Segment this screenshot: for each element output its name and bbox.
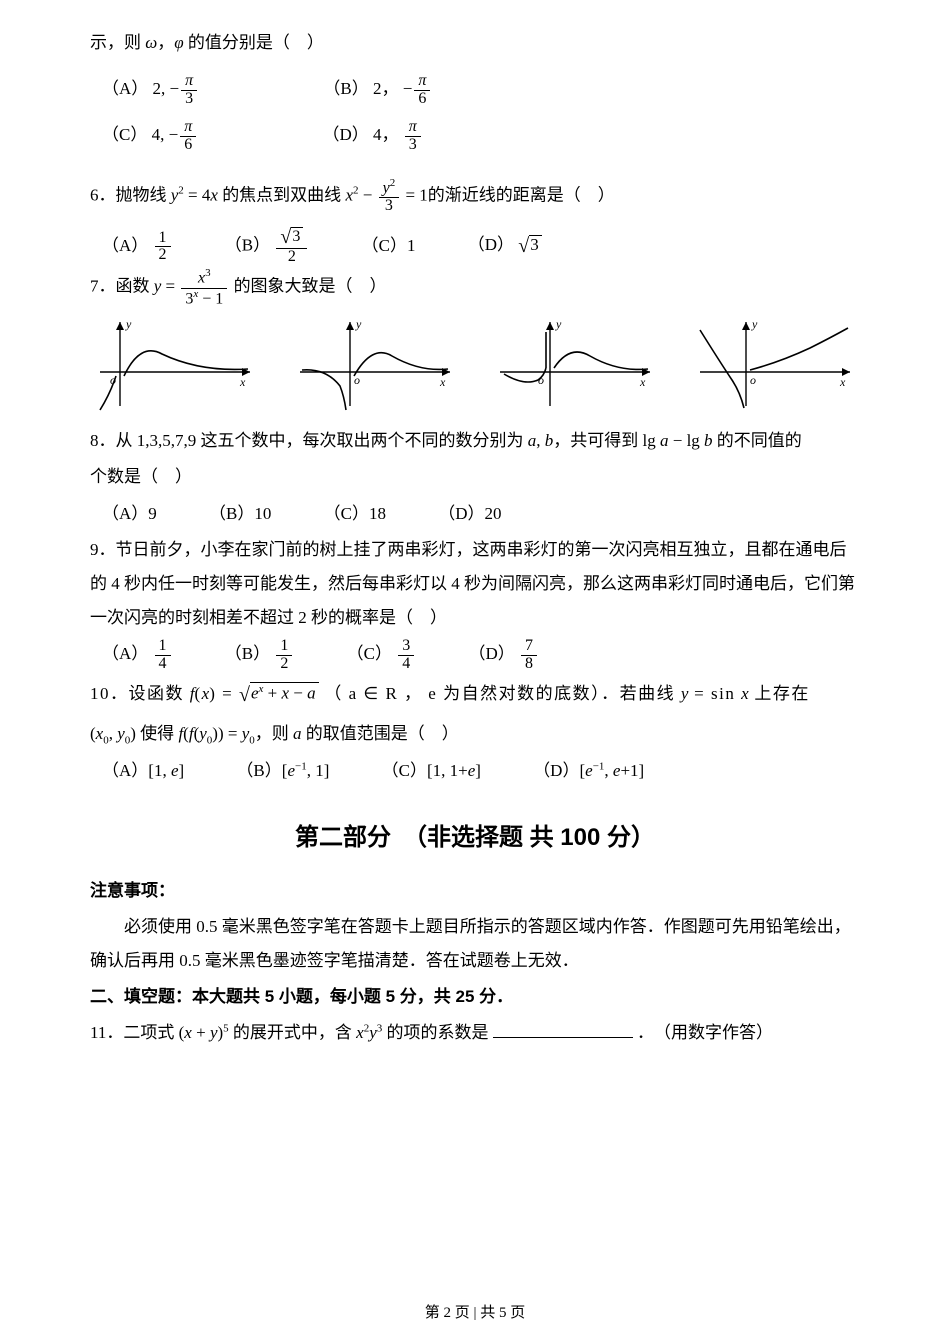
q10-prefix: 10．设函数 [90,684,184,703]
q10-opt-a: （A）[1, e] [102,754,184,788]
q5-options-row2: （C） 4, −π6 （D） 4， π3 [102,118,860,154]
q6-suffix: 的渐近线的距离是（ ） [428,185,615,204]
q8-options: （A）9 （B）10 （C）18 （D）20 [102,496,860,531]
svg-text:x: x [239,375,246,389]
q11-suf2: ． （用数字作答） [637,1023,773,1042]
notice-heading: 注意事项： [90,874,860,908]
q10-stem-l2: (x0, y0) 使得 f(f(y0)) = y0，则 a 的取值范围是（ ） [90,717,860,751]
q5-stem-cont: 示，则 ω，φ 的值分别是（ ） [90,26,860,60]
q9-opt-a: （A） 14 [102,637,173,672]
page-footer: 第 2 页 | 共 5 页 [0,1301,950,1322]
q7-prefix: 7．函数 [90,277,150,296]
svg-text:y: y [355,317,362,331]
svg-text:y: y [125,317,132,331]
q6-opt-b: （B） √32 [225,227,310,266]
q11-stem: 11．二项式 (x + y)5 的展开式中，含 x2y3 的项的系数是 ． （用… [90,1016,860,1050]
svg-text:o: o [750,373,756,387]
q7-graphs: o y x y o x y o [90,314,860,414]
notice-body: 必须使用 0.5 毫米黑色签字笔在答题卡上题目所指示的答题区域内作答．作图题可先… [90,910,860,978]
q10-stem-l1: 10．设函数 f(x) = √ex + x − a （ a ∈ R ， e 为自… [90,675,860,715]
part2-title: 第二部分 （非选择题 共 100 分） [90,814,860,862]
q7-graph-d: y o x [690,314,860,414]
q9-opt-b: （B） 12 [225,637,295,672]
q9-stem: 9．节日前夕，小李在家门前的树上挂了两串彩灯，这两串彩灯的第一次闪亮相互独立，且… [90,533,860,635]
q6-opt-a: （A） 12 [102,229,173,264]
q10-options: （A）[1, e] （B）[e−1, 1] （C）[1, 1+e] （D）[e−… [102,753,860,788]
q11-suf1: 的项的系数是 [387,1023,489,1042]
q9-opt-c: （C） 34 [347,637,417,672]
svg-text:y: y [555,317,562,331]
q10-mid: （ a ∈ R ， e 为自然对数的底数）．若曲线 [324,684,675,703]
svg-text:x: x [439,375,446,389]
q7-suffix: 的图象大致是（ ） [234,277,387,296]
svg-text:x: x [839,375,846,389]
q9-options: （A） 14 （B） 12 （C） 34 （D） 78 [102,637,860,673]
q8-opt-c: （C）18 [324,497,386,531]
q6-opt-d: （D） √3 [468,226,542,266]
q10-opt-c: （C）[1, 1+e] [382,754,481,788]
q8-opt-b: （B）10 [209,497,271,531]
q7-graph-a: o y x [90,314,260,414]
q9-opt-d: （D） 78 [468,637,539,672]
q7-stem: 7．函数 y = x33x − 1 的图象大致是（ ） [90,268,860,307]
q7-graph-c: y o x [490,314,660,414]
q10-opt-d: （D）[e−1, e+1] [533,754,644,788]
svg-text:x: x [639,375,646,389]
q6-options: （A） 12 （B） √32 （C）1 （D） √3 [102,226,860,266]
q10-opt-b: （B）[e−1, 1] [236,754,329,788]
q5-opt-d: （D） 4， π3 [322,118,422,153]
q5-opt-b: （B） 2， −π6 [323,72,432,107]
q8-stem: 8．从 1,3,5,7,9 这五个数中，每次取出两个不同的数分别为 a, b，共… [90,424,860,458]
q11-blank[interactable] [493,1022,633,1038]
q5-opt-a: （A） 2, −π3 [102,72,199,107]
q11-mid: 的展开式中，含 [233,1023,352,1042]
q8-stem-2: 个数是（ ） [90,460,860,494]
q10-suf: 上存在 [754,684,810,703]
q8-opt-a: （A）9 [102,497,157,531]
q11-prefix: 11．二项式 [90,1023,174,1042]
svg-text:y: y [751,317,758,331]
q6-stem: 6．抛物线 y2 = 4x 的焦点到双曲线 x2 − y23 = 1的渐近线的距… [90,178,860,215]
q5-options: （A） 2, −π3 （B） 2， −π6 [102,72,860,108]
fill-heading: 二、填空题：本大题共 5 小题，每小题 5 分，共 25 分． [90,980,860,1014]
q6-opt-c: （C）1 [362,229,416,263]
q6-mid: 的焦点到双曲线 [222,185,341,204]
q5-opt-c: （C） 4, −π6 [102,118,198,153]
q8-opt-d: （D）20 [438,497,501,531]
q7-graph-b: y o x [290,314,460,414]
q6-prefix: 6．抛物线 [90,185,167,204]
